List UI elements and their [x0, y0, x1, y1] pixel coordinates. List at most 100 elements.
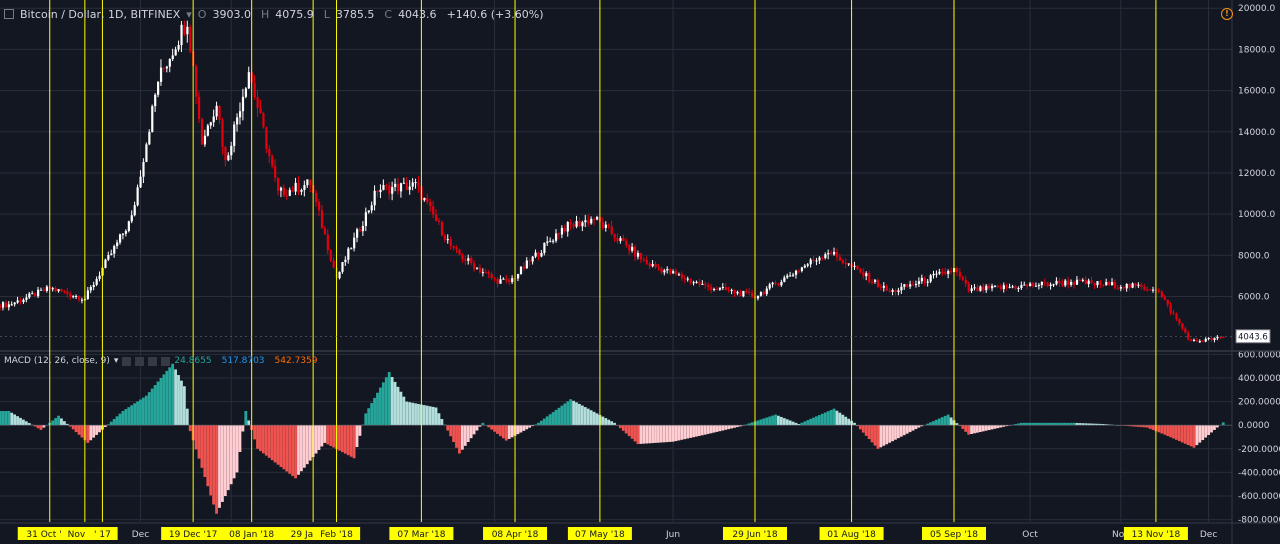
macd-bar	[466, 425, 470, 443]
macd-bar	[967, 425, 971, 435]
symbol-title[interactable]: Bitcoin / Dollar, 1D, BITFINEX	[20, 7, 181, 21]
date-badge[interactable]	[1123, 527, 1188, 540]
candle-up	[1008, 286, 1011, 288]
macd-bar	[1192, 425, 1196, 448]
candle-up	[686, 278, 689, 280]
candle-down	[674, 271, 678, 275]
date-badge[interactable]	[819, 527, 884, 540]
candle-down	[268, 149, 271, 157]
macd-bar	[721, 425, 725, 431]
eye-icon[interactable]	[122, 356, 132, 366]
macd-bar	[771, 415, 774, 426]
candle-down	[1032, 283, 1035, 286]
macd-bar	[978, 425, 982, 433]
candle-up	[177, 45, 180, 50]
date-badge[interactable]	[389, 527, 454, 540]
macd-bar	[654, 425, 657, 443]
macd-bar	[417, 403, 420, 426]
macd-bar	[127, 407, 131, 426]
macd-bar	[261, 425, 265, 454]
date-badge[interactable]	[161, 527, 226, 540]
macd-bar	[768, 416, 772, 426]
candle-down	[221, 120, 224, 147]
macd-bar	[133, 403, 137, 426]
date-badge[interactable]	[723, 527, 788, 540]
candle-up	[356, 229, 359, 238]
date-badge[interactable]	[219, 527, 284, 540]
candle-down	[1116, 288, 1120, 290]
settings-icon[interactable]	[135, 356, 145, 366]
chevron-down-icon[interactable]: ▾	[186, 7, 192, 21]
macd-bar	[314, 425, 318, 454]
candle-down	[1181, 323, 1184, 329]
macd-bar	[446, 425, 450, 431]
candle-up	[279, 187, 283, 191]
candle-up	[110, 253, 113, 255]
macd-bar	[323, 425, 327, 443]
macd-bar	[706, 425, 710, 434]
candle-down	[1090, 280, 1093, 283]
candle-down	[745, 290, 748, 292]
date-badge[interactable]	[87, 527, 118, 540]
date-badge[interactable]	[567, 527, 632, 540]
macd-bar	[575, 402, 578, 426]
macd-bar	[320, 425, 324, 447]
candle-up	[180, 24, 183, 46]
warning-icon[interactable]: !	[1221, 8, 1233, 20]
candle-up	[80, 299, 84, 301]
candle-up	[1125, 283, 1128, 289]
macd-bar	[604, 418, 608, 426]
macd-title[interactable]: MACD (12, 26, close, 9)	[4, 356, 110, 366]
candle-down	[727, 290, 730, 292]
close-icon[interactable]	[148, 356, 158, 366]
macd-bar	[106, 424, 110, 426]
candle-up	[794, 270, 798, 275]
candle-up	[914, 284, 918, 286]
candle-up	[157, 81, 160, 95]
candle-up	[771, 282, 774, 285]
candle-down	[1014, 286, 1017, 289]
macd-bar	[885, 425, 889, 445]
macd-line-value: 517.8703	[221, 356, 265, 366]
chevron-down-icon[interactable]: ▾	[113, 356, 119, 366]
symbol-legend: Bitcoin / Dollar, 1D, BITFINEX ▾ O 3903.0…	[4, 4, 548, 24]
candle-down	[830, 253, 833, 255]
macd-bar	[326, 425, 330, 445]
macd-bar	[455, 425, 458, 448]
candle-up	[75, 295, 78, 297]
macd-bar	[57, 415, 60, 426]
macd-bar	[411, 402, 415, 426]
candle-down	[557, 233, 561, 235]
macd-bar	[300, 425, 303, 472]
macd-bar	[815, 416, 818, 426]
collapse-icon[interactable]	[4, 9, 14, 19]
macd-bar	[460, 425, 464, 450]
date-badge[interactable]	[921, 527, 986, 540]
macd-bar	[487, 425, 491, 428]
macd-bar	[1160, 425, 1164, 434]
macd-bar	[689, 425, 693, 438]
candle-up	[51, 288, 54, 290]
date-badge[interactable]	[483, 527, 548, 540]
macd-bar	[578, 403, 581, 426]
candle-down	[224, 146, 227, 161]
candle-up	[590, 218, 593, 224]
high-value: 4075.9	[275, 7, 314, 21]
macd-bar	[668, 425, 672, 442]
more-icon[interactable]	[161, 356, 171, 366]
candle-down	[669, 268, 672, 274]
candle-up	[534, 252, 537, 257]
candle-up	[742, 290, 745, 297]
macd-bar	[797, 424, 801, 426]
candle-down	[944, 271, 947, 274]
macd-bar	[1049, 422, 1052, 426]
candle-down	[162, 67, 166, 69]
macd-bar	[756, 420, 760, 426]
candle-down	[455, 247, 458, 250]
candle-up	[1064, 280, 1067, 286]
macd-bar	[39, 425, 43, 430]
candle-down	[508, 279, 511, 283]
date-badge[interactable]	[312, 527, 361, 540]
macd-bar	[109, 421, 113, 426]
